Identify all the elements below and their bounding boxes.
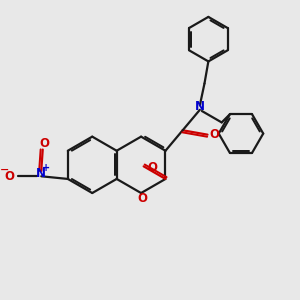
Text: O: O xyxy=(209,128,219,141)
Text: O: O xyxy=(147,161,157,174)
Text: N: N xyxy=(36,167,46,180)
Text: O: O xyxy=(39,136,49,149)
Text: −: − xyxy=(0,165,9,175)
Text: +: + xyxy=(42,163,50,173)
Text: O: O xyxy=(4,170,14,183)
Text: N: N xyxy=(195,100,205,113)
Text: O: O xyxy=(137,192,147,205)
